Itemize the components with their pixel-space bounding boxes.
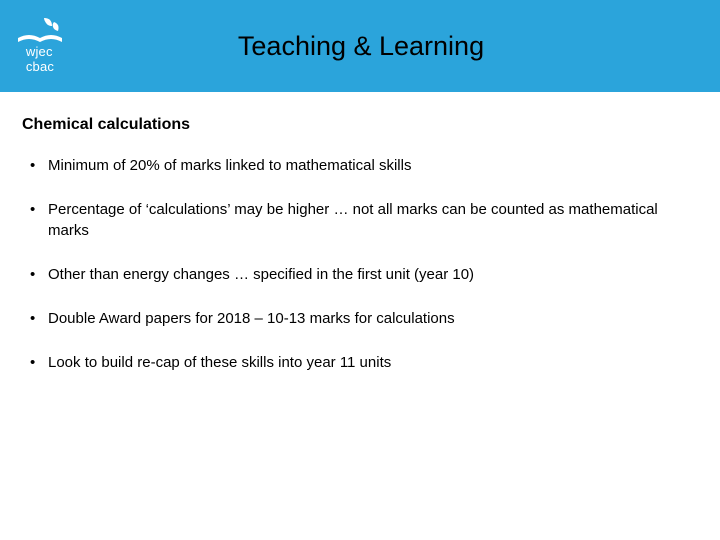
content-area: Chemical calculations Minimum of 20% of … [0,92,720,374]
list-item: Other than energy changes … specified in… [22,265,698,285]
list-item: Minimum of 20% of marks linked to mathem… [22,156,698,176]
bullet-list: Minimum of 20% of marks linked to mathem… [22,156,698,374]
list-item: Percentage of ‘calculations’ may be high… [22,200,698,241]
brand-line-2: cbac [26,60,54,74]
brand-logo: wjec cbac [18,18,62,74]
subtitle: Chemical calculations [22,116,698,134]
page-title: Teaching & Learning [62,31,660,62]
brand-line-1: wjec [26,45,54,59]
list-item: Double Award papers for 2018 – 10-13 mar… [22,309,698,329]
book-leaf-icon [18,18,62,42]
brand-text: wjec cbac [26,45,54,74]
header-bar: wjec cbac Teaching & Learning [0,0,720,92]
list-item: Look to build re-cap of these skills int… [22,353,698,373]
